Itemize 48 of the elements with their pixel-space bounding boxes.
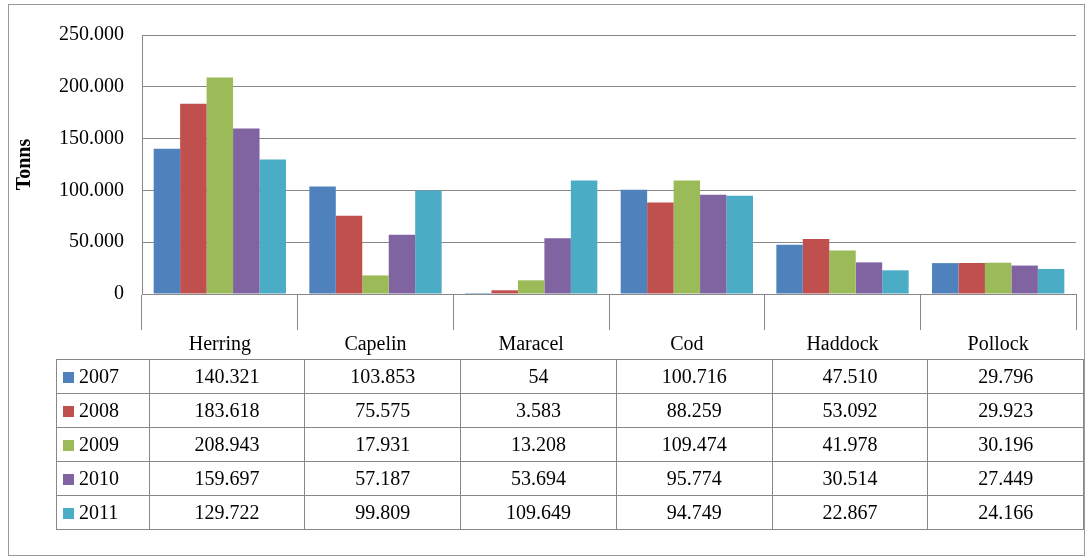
data-label: 88.259 — [616, 393, 773, 428]
data-label: 100.716 — [616, 359, 773, 394]
y-tick-label: 250.000 — [59, 22, 124, 45]
data-label: 27.449 — [927, 461, 1084, 496]
data-label: 103.853 — [304, 359, 461, 394]
data-label: 17.931 — [304, 427, 461, 462]
data-label: 140.321 — [149, 359, 305, 394]
y-tick-label: 100.000 — [59, 177, 124, 200]
x-tick-label: Maracel — [498, 332, 565, 355]
data-label: 24.166 — [927, 495, 1084, 530]
data-label: 47.510 — [772, 359, 928, 394]
data-label: 75.575 — [304, 393, 461, 428]
x-tick-label: Cod — [670, 332, 704, 355]
x-tick-label: Pollock — [967, 332, 1029, 355]
y-tick-label: 50.000 — [69, 229, 124, 252]
x-tick-label: Herring — [188, 332, 251, 356]
x-tick-label: Capelin — [344, 332, 407, 356]
data-label: 29.923 — [927, 393, 1084, 428]
data-label: 109.649 — [460, 495, 617, 530]
y-axis-title: Tonns — [12, 138, 35, 191]
legend-label: 2007 — [56, 359, 150, 394]
data-label: 129.722 — [149, 495, 305, 530]
data-label: 109.474 — [616, 427, 773, 462]
data-label: 94.749 — [616, 495, 773, 530]
data-label: 95.774 — [616, 461, 773, 496]
legend-label: 2010 — [56, 461, 150, 496]
y-tick-label: 150.000 — [59, 125, 124, 148]
data-label: 22.867 — [772, 495, 928, 530]
legend-label: 2011 — [56, 495, 150, 530]
data-label: 30.196 — [927, 427, 1084, 462]
y-tick-label: 200.000 — [59, 74, 124, 97]
data-label: 29.796 — [927, 359, 1084, 394]
data-label: 99.809 — [304, 495, 461, 530]
data-label: 208.943 — [149, 427, 305, 462]
legend-label: 2009 — [56, 427, 150, 462]
data-label: 41.978 — [772, 427, 928, 462]
data-label: 57.187 — [304, 461, 461, 496]
data-label: 3.583 — [460, 393, 617, 428]
data-label: 54 — [460, 359, 617, 394]
data-label: 30.514 — [772, 461, 928, 496]
data-label: 183.618 — [149, 393, 305, 428]
legend-label: 2008 — [56, 393, 150, 428]
data-label: 159.697 — [149, 461, 305, 496]
data-label: 53.092 — [772, 393, 928, 428]
x-tick-label: Haddock — [806, 332, 879, 355]
data-label: 53.694 — [460, 461, 617, 496]
data-label: 13.208 — [460, 427, 617, 462]
y-tick-label: 0 — [114, 281, 124, 304]
